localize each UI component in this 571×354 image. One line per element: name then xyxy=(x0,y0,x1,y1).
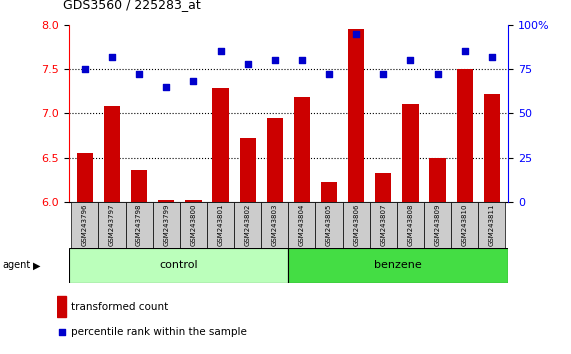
Text: GSM243807: GSM243807 xyxy=(380,204,387,246)
Point xyxy=(270,57,279,63)
Bar xyxy=(71,202,98,248)
Text: GSM243810: GSM243810 xyxy=(462,204,468,246)
Bar xyxy=(288,248,508,283)
Text: GSM243798: GSM243798 xyxy=(136,204,142,246)
Point xyxy=(264,153,274,159)
Bar xyxy=(267,118,283,202)
Bar xyxy=(98,202,126,248)
Bar xyxy=(348,29,364,202)
Bar xyxy=(131,170,147,202)
Point xyxy=(135,72,144,77)
Bar xyxy=(234,202,261,248)
Point xyxy=(352,31,361,36)
Point xyxy=(162,84,171,90)
Text: percentile rank within the sample: percentile rank within the sample xyxy=(71,327,247,337)
Bar xyxy=(397,202,424,248)
Point xyxy=(297,57,307,63)
Bar xyxy=(294,97,310,202)
Point xyxy=(433,72,442,77)
Bar xyxy=(77,153,93,202)
Bar xyxy=(478,202,505,248)
Text: benzene: benzene xyxy=(375,261,422,270)
Bar xyxy=(370,202,397,248)
Text: GSM243806: GSM243806 xyxy=(353,204,359,246)
Text: GSM243796: GSM243796 xyxy=(82,204,88,246)
Bar xyxy=(126,202,152,248)
Bar xyxy=(343,202,370,248)
Point xyxy=(189,79,198,84)
Text: GSM243804: GSM243804 xyxy=(299,204,305,246)
Bar xyxy=(451,202,478,248)
Text: GSM243801: GSM243801 xyxy=(218,204,223,246)
Bar xyxy=(316,202,343,248)
Text: ▶: ▶ xyxy=(33,261,40,270)
Text: GSM243799: GSM243799 xyxy=(163,204,169,246)
Bar xyxy=(484,94,500,202)
Point xyxy=(379,72,388,77)
Text: GSM243802: GSM243802 xyxy=(244,204,251,246)
Text: agent: agent xyxy=(3,261,31,270)
Text: GDS3560 / 225283_at: GDS3560 / 225283_at xyxy=(63,0,200,11)
Bar xyxy=(429,158,446,202)
Bar xyxy=(57,296,66,317)
Bar xyxy=(104,106,120,202)
Text: GSM243800: GSM243800 xyxy=(190,204,196,246)
Bar xyxy=(375,173,392,202)
Text: GSM243797: GSM243797 xyxy=(109,204,115,246)
Text: GSM243811: GSM243811 xyxy=(489,204,495,246)
Bar xyxy=(158,200,174,202)
Text: transformed count: transformed count xyxy=(71,302,168,312)
Bar xyxy=(207,202,234,248)
Point xyxy=(216,48,225,54)
Bar xyxy=(69,248,288,283)
Bar xyxy=(424,202,451,248)
Point xyxy=(460,48,469,54)
Point xyxy=(324,72,333,77)
Point xyxy=(107,54,116,59)
Bar xyxy=(457,69,473,202)
Point xyxy=(487,54,496,59)
Bar xyxy=(321,182,337,202)
Bar xyxy=(261,202,288,248)
Point xyxy=(81,66,90,72)
Text: control: control xyxy=(159,261,198,270)
Bar xyxy=(185,200,202,202)
Bar xyxy=(288,202,316,248)
Text: GSM243803: GSM243803 xyxy=(272,204,278,246)
Bar xyxy=(180,202,207,248)
Point xyxy=(243,61,252,67)
Bar xyxy=(152,202,180,248)
Text: GSM243809: GSM243809 xyxy=(435,204,441,246)
Bar xyxy=(403,104,419,202)
Text: GSM243808: GSM243808 xyxy=(408,204,413,246)
Bar xyxy=(239,138,256,202)
Point xyxy=(406,57,415,63)
Text: GSM243805: GSM243805 xyxy=(326,204,332,246)
Bar xyxy=(212,88,228,202)
